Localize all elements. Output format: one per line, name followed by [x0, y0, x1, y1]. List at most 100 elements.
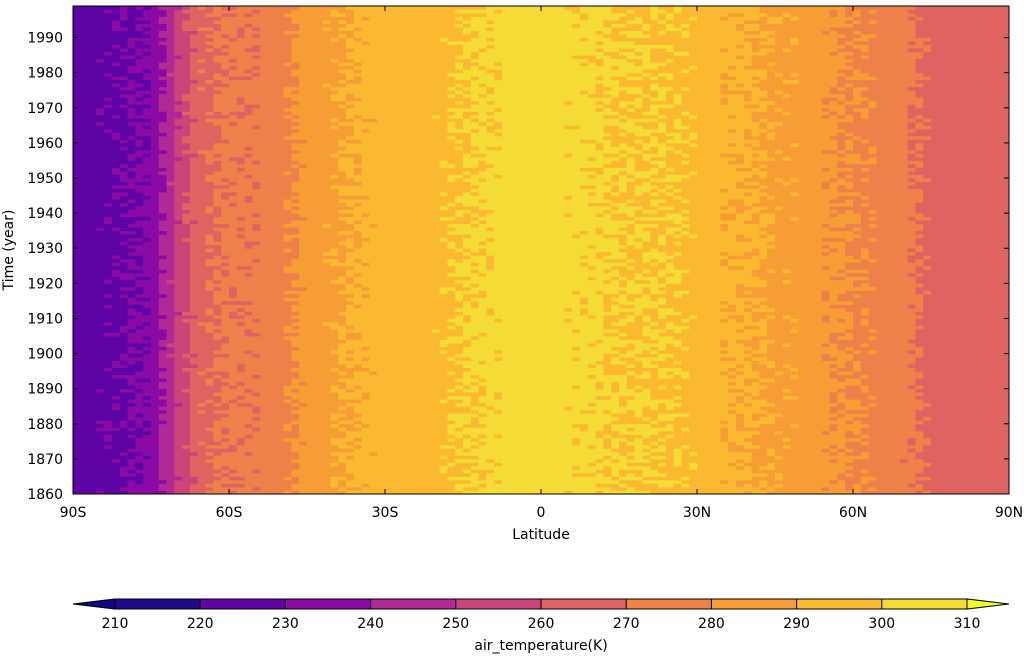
heatmap-cell: [213, 48, 222, 53]
heatmap-cell: [143, 476, 160, 481]
heatmap-cell: [829, 423, 838, 428]
heatmap-cell: [190, 486, 214, 491]
heatmap-cell: [299, 6, 347, 10]
heatmap-cell: [494, 86, 597, 91]
heatmap-cell: [322, 223, 331, 228]
heatmap-cell: [829, 416, 838, 421]
heatmap-cell: [486, 290, 573, 295]
heatmap-cell: [213, 276, 300, 281]
heatmap-cell: [174, 427, 191, 432]
heatmap-cell: [205, 34, 222, 38]
heatmap-cell: [915, 360, 1009, 365]
heatmap-cell: [915, 79, 1009, 84]
heatmap-cell: [143, 241, 160, 246]
heatmap-cell: [743, 93, 753, 98]
heatmap-cell: [244, 216, 308, 221]
y-tick-label: 1960: [27, 136, 63, 152]
heatmap-cell: [751, 458, 831, 463]
heatmap-cell: [634, 48, 651, 53]
heatmap-cell: [260, 185, 292, 189]
heatmap-cell: [673, 427, 682, 432]
heatmap-cell: [619, 385, 628, 390]
heatmap-cell: [728, 265, 745, 270]
heatmap-cell: [353, 62, 363, 67]
heatmap-cell: [611, 213, 628, 218]
heatmap-cell: [759, 9, 831, 14]
heatmap-cell: [837, 318, 846, 323]
heatmap-cell: [221, 23, 246, 28]
heatmap-cell: [174, 399, 191, 404]
heatmap-cell: [603, 318, 620, 323]
heatmap-cell: [572, 406, 643, 411]
heatmap-cell: [782, 156, 792, 161]
heatmap-cell: [642, 111, 659, 116]
heatmap-cell: [221, 265, 238, 270]
heatmap-cell: [463, 69, 487, 74]
heatmap-cell: [221, 328, 246, 333]
heatmap-cell: [353, 385, 363, 390]
heatmap-cell: [595, 490, 604, 494]
heatmap-cell: [728, 13, 745, 17]
heatmap-cell: [876, 476, 932, 481]
heatmap-cell: [837, 142, 846, 147]
heatmap-cell: [166, 167, 175, 172]
heatmap-cell: [361, 241, 448, 246]
heatmap-cell: [837, 378, 846, 383]
heatmap-cell: [353, 13, 487, 17]
heatmap-cell: [494, 434, 503, 439]
heatmap-cell: [283, 107, 347, 112]
heatmap-cell: [96, 107, 105, 112]
heatmap-cell: [915, 279, 1009, 284]
heatmap-cell: [205, 328, 214, 333]
heatmap-cell: [158, 146, 175, 151]
heatmap-cell: [751, 269, 768, 274]
heatmap-cell: [611, 279, 620, 284]
heatmap-cell: [174, 174, 191, 179]
heatmap-cell: [907, 9, 1009, 14]
heatmap-cell: [252, 111, 292, 116]
heatmap-cell: [252, 469, 261, 474]
heatmap-cell: [143, 192, 160, 196]
heatmap-cell: [743, 128, 753, 133]
heatmap-cell: [353, 276, 472, 281]
heatmap-cell: [463, 248, 472, 253]
heatmap-cell: [174, 216, 183, 221]
heatmap-cell: [174, 79, 199, 84]
heatmap-cell: [767, 483, 776, 488]
heatmap-cell: [915, 321, 1009, 326]
heatmap-cell: [502, 395, 597, 400]
heatmap-cell: [782, 20, 846, 24]
x-tick-label: 60S: [216, 505, 243, 521]
heatmap-cell: [665, 423, 675, 428]
heatmap-cell: [603, 128, 628, 133]
heatmap-cell: [463, 486, 480, 491]
heatmap-cell: [658, 262, 667, 267]
heatmap-cell: [915, 388, 1009, 393]
heatmap-cell: [923, 444, 1009, 449]
heatmap-cell: [158, 444, 175, 449]
heatmap-cell: [221, 346, 300, 351]
heatmap-cell: [611, 192, 620, 196]
heatmap-cell: [151, 181, 168, 186]
heatmap-cell: [931, 255, 1009, 260]
heatmap-cell: [853, 44, 870, 49]
heatmap-cell: [73, 237, 129, 242]
heatmap-cell: [252, 244, 300, 249]
heatmap-cell: [112, 135, 121, 140]
heatmap-cell: [463, 328, 573, 333]
heatmap-cell: [564, 318, 573, 323]
heatmap-cell: [236, 100, 246, 105]
heatmap-cell: [837, 392, 846, 397]
heatmap-cell: [821, 290, 831, 295]
heatmap-cell: [619, 269, 643, 274]
heatmap-cell: [353, 357, 363, 361]
heatmap-cell: [135, 402, 144, 407]
heatmap-cell: [439, 343, 448, 347]
heatmap-cell: [346, 41, 363, 46]
heatmap-cell: [603, 472, 612, 477]
heatmap-cell: [689, 171, 698, 175]
heatmap-cell: [728, 402, 737, 407]
heatmap-cell: [673, 462, 682, 467]
heatmap-cell: [564, 490, 573, 494]
heatmap-row: [73, 163, 1009, 168]
